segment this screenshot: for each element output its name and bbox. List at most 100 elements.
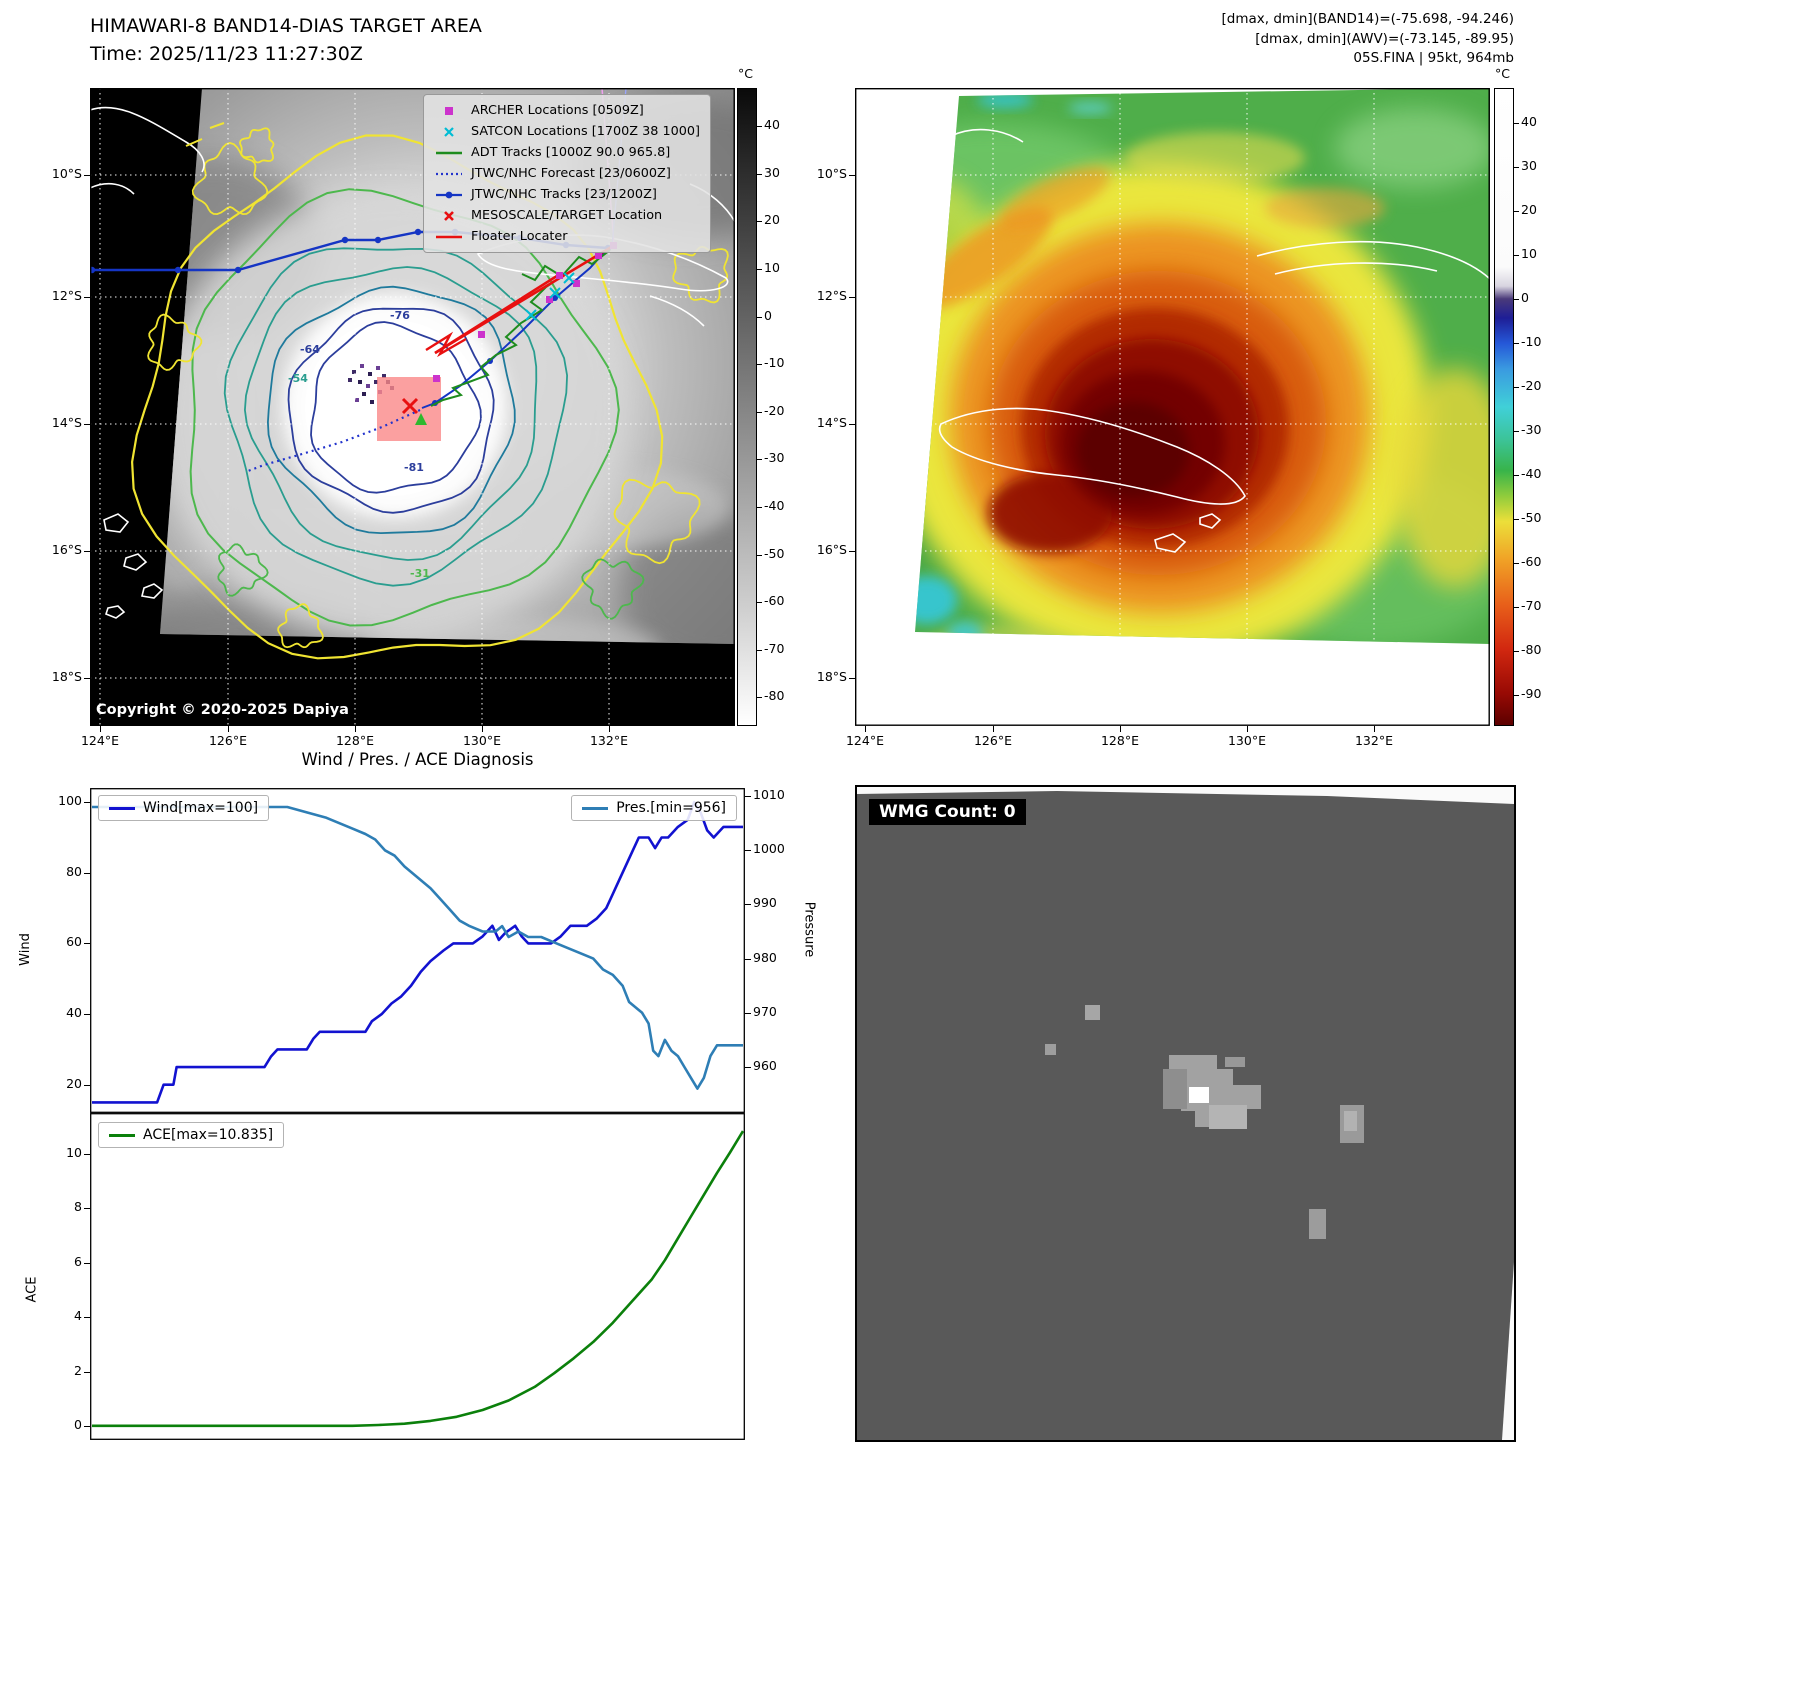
colorbar-tick-label: 40 xyxy=(1521,114,1537,130)
lon-tick-mark xyxy=(482,726,483,732)
y-tick-label: 40 xyxy=(66,1005,82,1021)
wind-pressure-chart: Wind[max=100] Pres.[min=956] xyxy=(90,788,745,1113)
green-line-icon xyxy=(434,146,464,160)
colorbar-tick-label: -10 xyxy=(764,355,785,371)
lon-tick-label: 126°E xyxy=(208,733,247,748)
lon-tick-label: 124°E xyxy=(845,733,884,748)
y-tick-label: 60 xyxy=(66,934,82,950)
band14-colorbar-unit: °C xyxy=(738,66,753,81)
red-x-icon xyxy=(434,209,464,223)
colorbar-tick-label: -70 xyxy=(1521,598,1542,614)
colorbar-tick-mark xyxy=(757,316,762,318)
colorbar-tick-mark xyxy=(757,506,762,508)
awv-satellite-image xyxy=(855,88,1490,726)
temperature-contours xyxy=(130,127,729,660)
y-tick-label: 0 xyxy=(74,1417,82,1433)
green-triangle-marker xyxy=(415,413,427,425)
colorbar-tick-label: -80 xyxy=(1521,642,1542,658)
y-tick-mark xyxy=(745,1066,751,1068)
legend-item-label: JTWC/NHC Tracks [23/1200Z] xyxy=(471,187,657,202)
colorbar-tick-mark xyxy=(1514,431,1519,433)
swath-edge-corner xyxy=(1502,1262,1514,1440)
chart-legend-label: Pres.[min=956] xyxy=(616,800,726,816)
colorbar-tick-label: 10 xyxy=(1521,246,1537,262)
colorbar-tick-label: -40 xyxy=(1521,466,1542,482)
y-tick-label: 1010 xyxy=(753,787,785,803)
ace-axis-label: ACE xyxy=(24,1276,40,1303)
dmax-dmin-awv: [dmax, dmin](AWV)=(-73.145, -89.95) xyxy=(1255,30,1514,47)
y-tick-label: 10 xyxy=(66,1144,82,1160)
lon-tick-label: 128°E xyxy=(335,733,374,748)
colorbar-tick-label: -20 xyxy=(1521,378,1542,394)
lon-tick-label: 128°E xyxy=(1100,733,1139,748)
y-tick-mark xyxy=(745,1012,751,1014)
colorbar-tick-label: -60 xyxy=(1521,554,1542,570)
band14-title-block: HIMAWARI-8 BAND14-DIAS TARGET AREA Time:… xyxy=(90,12,482,68)
legend-item: ADT Tracks [1000Z 90.0 965.8] xyxy=(434,143,700,162)
colorbar-tick-mark xyxy=(1514,563,1519,565)
y-tick-label: 80 xyxy=(66,863,82,879)
lon-tick-mark xyxy=(1374,726,1375,732)
colorbar-tick-mark xyxy=(1514,167,1519,169)
lon-tick-label: 126°E xyxy=(973,733,1012,748)
awv-header-block: [dmax, dmin](BAND14)=(-75.698, -94.246) … xyxy=(1222,10,1514,69)
lon-tick-mark xyxy=(865,726,866,732)
y-tick-label: 970 xyxy=(753,1003,777,1019)
svg-text:-54: -54 xyxy=(288,372,308,385)
lon-tick-mark xyxy=(100,726,101,732)
series-line xyxy=(92,805,743,1090)
ir-color-field xyxy=(915,92,1490,644)
colorbar-tick-label: -40 xyxy=(764,497,785,513)
legend-line-icon xyxy=(109,806,135,810)
svg-text:-81: -81 xyxy=(404,461,424,474)
colorbar-tick-mark xyxy=(757,411,762,413)
legend-item-label: JTWC/NHC Forecast [23/0600Z] xyxy=(471,166,671,181)
track-overlays xyxy=(90,88,627,473)
colorbar-tick-label: 40 xyxy=(764,117,780,133)
colorbar-tick-mark xyxy=(1514,695,1519,697)
colorbar-tick-mark xyxy=(1514,299,1519,301)
colorbar-tick-label: -50 xyxy=(1521,510,1542,526)
colorbar-tick-label: -80 xyxy=(764,688,785,704)
colorbar-tick-mark xyxy=(757,173,762,175)
legend-item: JTWC/NHC Tracks [23/1200Z] xyxy=(434,185,700,204)
legend-item: SATCON Locations [1700Z 38 1000] xyxy=(434,122,700,141)
lat-tick-label: 18°S xyxy=(51,669,82,684)
y-tick-label: 990 xyxy=(753,895,777,911)
dmax-dmin-band14: [dmax, dmin](BAND14)=(-75.698, -94.246) xyxy=(1221,11,1514,27)
svg-text:-31: -31 xyxy=(410,567,430,580)
legend-item-label: MESOSCALE/TARGET Location xyxy=(471,208,663,223)
colorbar-tick-mark xyxy=(757,221,762,223)
colorbar-tick-mark xyxy=(1514,651,1519,653)
chart-legend: ACE[max=10.835] xyxy=(98,1122,285,1148)
magenta-square-icon xyxy=(434,104,464,118)
colorbar-tick-label: -30 xyxy=(1521,422,1542,438)
y-tick-label: 8 xyxy=(74,1199,82,1215)
legend-item: ARCHER Locations [0509Z] xyxy=(434,101,700,120)
lat-tick-label: 16°S xyxy=(816,542,847,557)
chart-legend-label: ACE[max=10.835] xyxy=(143,1127,274,1143)
wind-axis-label: Wind xyxy=(17,933,33,966)
contour-value-labels: -76 -64 -54 -81 -31 xyxy=(288,309,430,580)
lon-tick-mark xyxy=(228,726,229,732)
colorbar-tick-label: 20 xyxy=(1521,202,1537,218)
colorbar-tick-mark xyxy=(1514,475,1519,477)
colorbar-tick-mark xyxy=(757,268,762,270)
lat-tick-label: 14°S xyxy=(51,415,82,430)
lat-tick-label: 12°S xyxy=(51,288,82,303)
series-line xyxy=(92,800,743,1104)
y-tick-mark xyxy=(745,796,751,798)
colorbar-tick-label: 10 xyxy=(764,259,780,275)
colorbar-tick-label: -30 xyxy=(764,450,785,466)
colorbar-tick-label: -60 xyxy=(764,593,785,609)
ace-chart: ACE[max=10.835] xyxy=(90,1113,745,1440)
band14-title: HIMAWARI-8 BAND14-DIAS TARGET AREA xyxy=(90,15,482,37)
legend-item: Floater Locater xyxy=(434,227,700,246)
y-tick-label: 100 xyxy=(58,793,82,809)
y-tick-mark xyxy=(745,850,751,852)
band14-time: Time: 2025/11/23 11:27:30Z xyxy=(90,43,363,65)
awv-colorbar xyxy=(1494,88,1514,726)
pressure-axis-label: Pressure xyxy=(801,901,817,958)
copyright-text: Copyright © 2020-2025 Dapiya xyxy=(96,702,349,718)
